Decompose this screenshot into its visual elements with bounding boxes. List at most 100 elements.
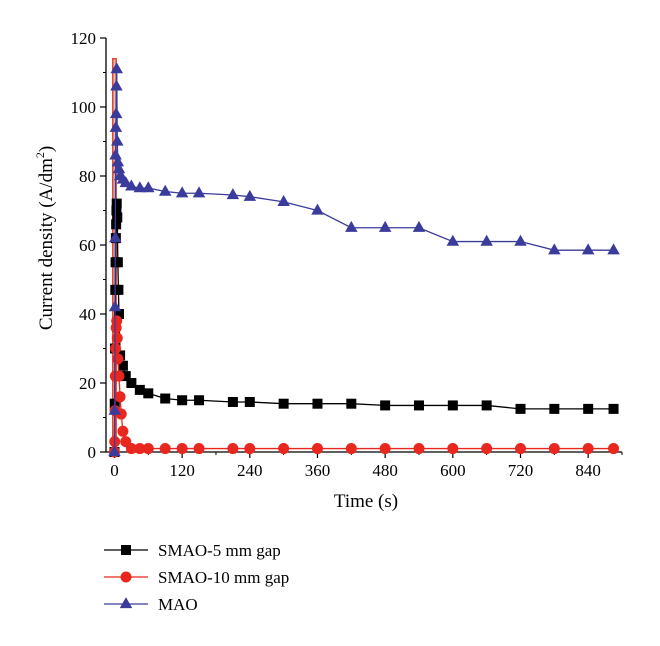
data-point: [142, 181, 155, 193]
legend: SMAO-5 mm gap SMAO-10 mm gap MAO: [104, 541, 289, 614]
data-point: [244, 396, 255, 407]
data-point: [227, 396, 238, 407]
y-tick-label: 40: [79, 305, 96, 324]
series-2: [108, 62, 620, 457]
legend-label: MAO: [158, 595, 198, 614]
data-point: [111, 219, 122, 230]
series-line: [113, 203, 614, 453]
data-point: [346, 398, 357, 409]
data-point: [379, 443, 391, 455]
series-line: [113, 69, 614, 453]
data-point: [193, 443, 205, 455]
data-point: [111, 332, 123, 344]
data-point: [608, 443, 620, 455]
data-point: [110, 62, 123, 74]
data-point: [515, 403, 526, 414]
data-point: [192, 186, 206, 198]
data-point: [109, 148, 122, 160]
y-tick-label: 0: [88, 443, 97, 462]
data-point: [109, 120, 123, 132]
data-point: [109, 231, 122, 243]
data-point: [548, 443, 560, 455]
data-point: [447, 443, 459, 455]
data-point: [243, 189, 257, 201]
data-point: [109, 107, 123, 119]
data-point: [227, 443, 239, 455]
legend-label: SMAO-10 mm gap: [158, 568, 289, 587]
data-point: [108, 403, 121, 415]
data-point: [110, 79, 123, 91]
data-point: [159, 443, 171, 455]
x-tick-label: 600: [440, 461, 466, 480]
data-point: [142, 443, 154, 455]
data-point: [110, 343, 122, 354]
data-point: [446, 234, 460, 246]
data-point: [481, 443, 493, 455]
y-tick-label: 100: [71, 98, 97, 117]
data-point: [112, 212, 123, 223]
x-tick-label: 120: [169, 461, 195, 480]
data-point: [111, 205, 122, 216]
data-point: [160, 393, 171, 404]
y-axis-title-main: Current density (A/dm: [36, 158, 57, 330]
data-point: [345, 220, 358, 232]
data-point: [125, 179, 138, 191]
data-point: [244, 443, 256, 455]
data-point: [345, 443, 357, 455]
data-point: [134, 384, 145, 395]
data-point: [412, 220, 426, 232]
data-point: [447, 400, 458, 411]
legend-marker: [119, 597, 133, 609]
x-tick-label: 840: [575, 461, 601, 480]
data-point: [117, 425, 129, 437]
data-point: [378, 220, 392, 232]
data-point: [158, 184, 172, 196]
data-point: [549, 403, 560, 414]
data-point: [277, 195, 290, 207]
data-point: [312, 398, 323, 409]
series-0: [109, 198, 619, 457]
data-point: [112, 353, 124, 365]
y-axis-title-superscript: 2: [33, 152, 47, 158]
x-tick-label: 720: [508, 461, 534, 480]
data-point: [111, 155, 125, 167]
series-layer: [108, 62, 620, 458]
data-point: [278, 398, 289, 409]
data-point: [120, 371, 131, 382]
series-1: [108, 315, 620, 458]
data-point: [111, 315, 123, 327]
legend-marker: [120, 571, 132, 583]
y-tick-label: 80: [79, 167, 96, 186]
data-point: [113, 370, 125, 382]
data-point: [108, 445, 121, 457]
data-point: [607, 243, 620, 255]
data-point: [583, 403, 594, 414]
data-point: [133, 181, 147, 193]
labels: Time (s) Current density (A/dm2): [33, 146, 398, 512]
legend-marker: [121, 545, 131, 555]
data-point: [311, 203, 324, 215]
y-tick-label: 60: [79, 236, 96, 255]
data-point: [380, 400, 391, 411]
series-line: [113, 320, 614, 453]
data-point: [481, 400, 492, 411]
legend-entry: SMAO-10 mm gap: [104, 568, 289, 587]
legend-label: SMAO-5 mm gap: [158, 541, 281, 560]
data-point: [413, 400, 424, 411]
data-point: [581, 243, 595, 255]
data-point: [126, 378, 137, 388]
data-point: [134, 443, 146, 455]
data-point: [114, 391, 126, 403]
y-axis-title: Current density (A/dm2): [33, 146, 57, 330]
data-point: [125, 443, 137, 455]
data-point: [108, 300, 122, 312]
x-tick-label: 240: [237, 461, 263, 480]
data-point: [113, 309, 124, 319]
x-tick-label: 0: [110, 461, 119, 480]
data-point: [113, 284, 124, 295]
data-point: [480, 234, 493, 246]
data-point: [413, 443, 425, 455]
legend-entry: SMAO-5 mm gap: [104, 541, 281, 560]
